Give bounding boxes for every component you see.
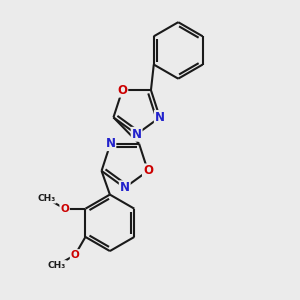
Text: CH₃: CH₃ [48, 261, 66, 270]
Text: N: N [105, 137, 116, 150]
Text: N: N [120, 181, 130, 194]
Text: O: O [143, 164, 153, 177]
Text: N: N [132, 128, 142, 141]
Text: N: N [155, 111, 165, 124]
Text: O: O [117, 84, 127, 97]
Text: CH₃: CH₃ [38, 194, 56, 203]
Text: O: O [60, 204, 69, 214]
Text: O: O [70, 250, 80, 260]
